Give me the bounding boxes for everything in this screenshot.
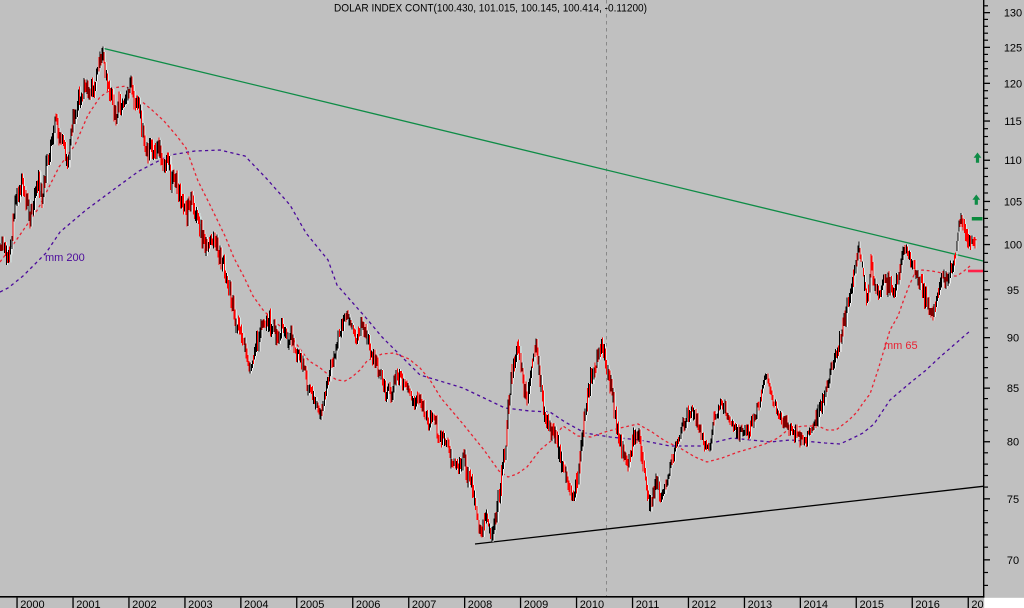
svg-text:2014: 2014 [804,599,828,608]
svg-text:2002: 2002 [132,599,156,608]
svg-text:2003: 2003 [188,599,212,608]
svg-text:130: 130 [1004,8,1022,20]
svg-text:125: 125 [1004,42,1022,54]
svg-text:80: 80 [1007,437,1019,449]
svg-text:2016: 2016 [915,599,939,608]
svg-text:90: 90 [1007,333,1019,345]
svg-text:70: 70 [1007,555,1019,567]
svg-text:2017: 2017 [971,599,995,608]
svg-text:75: 75 [1007,494,1019,506]
svg-text:2000: 2000 [20,599,44,608]
svg-text:2005: 2005 [300,599,324,608]
svg-text:115: 115 [1004,116,1022,128]
svg-text:120: 120 [1004,78,1022,90]
svg-text:2010: 2010 [580,599,604,608]
svg-text:2001: 2001 [76,599,100,608]
svg-text:2004: 2004 [244,599,268,608]
svg-text:2008: 2008 [468,599,492,608]
svg-text:2006: 2006 [356,599,380,608]
svg-text:85: 85 [1007,383,1019,395]
svg-text:110: 110 [1004,155,1022,167]
svg-text:2013: 2013 [748,599,772,608]
svg-text:2009: 2009 [524,599,548,608]
svg-text:100: 100 [1004,240,1022,252]
svg-text:2015: 2015 [860,599,884,608]
svg-text:DOLAR INDEX CONT(100.430, 101.: DOLAR INDEX CONT(100.430, 101.015, 100.1… [334,3,647,15]
svg-text:2011: 2011 [636,599,660,608]
svg-text:mm 200: mm 200 [45,252,85,264]
svg-text:2012: 2012 [692,599,716,608]
svg-text:mm 65: mm 65 [884,340,918,352]
svg-text:95: 95 [1007,285,1019,297]
svg-text:105: 105 [1004,196,1022,208]
svg-text:2007: 2007 [412,599,436,608]
